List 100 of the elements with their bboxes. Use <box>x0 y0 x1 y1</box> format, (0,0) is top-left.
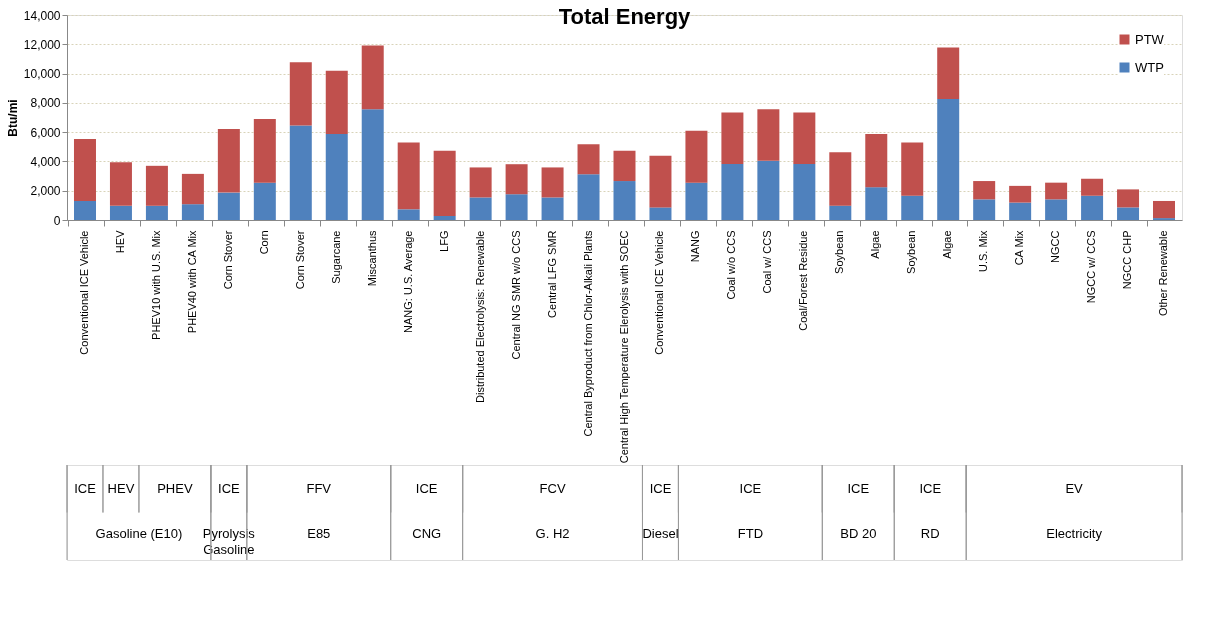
bar <box>685 130 708 183</box>
x-tick-label: Central NG SMR w/o CCS <box>509 230 522 360</box>
text: Pyrolysis Gasoline <box>202 525 256 557</box>
x-tick-label: Coal w/o CCS <box>725 230 738 300</box>
text: ICE <box>739 480 762 496</box>
bar <box>973 181 996 200</box>
bar <box>757 160 780 220</box>
bar <box>541 167 564 198</box>
text: BD 20 <box>840 525 877 541</box>
bar <box>433 150 456 216</box>
x-tick-label: Algae <box>869 230 882 259</box>
text: ICE <box>847 480 870 496</box>
bar <box>109 162 132 206</box>
text: EV <box>1065 480 1084 496</box>
text: ICE <box>415 480 438 496</box>
bar <box>757 109 780 161</box>
bar <box>325 70 348 134</box>
x-tick-label: NANG <box>689 230 702 263</box>
bar <box>1045 182 1068 200</box>
y-tick-label: 4,000 <box>30 154 61 169</box>
bar <box>1153 200 1176 219</box>
bar <box>1009 202 1032 220</box>
text: Electricity <box>1046 525 1103 541</box>
x-tick-label: Coal w/ CCS <box>761 230 774 294</box>
x-tick-label: Conventional ICE Vehicle <box>653 230 666 355</box>
x-tick-label: Corn <box>257 230 270 255</box>
bar <box>721 163 744 220</box>
x-tick-label: Corn Stover <box>293 230 306 290</box>
bar <box>829 205 852 220</box>
bar <box>613 150 636 182</box>
text: Diesel <box>642 525 679 541</box>
x-tick-label: NGCC <box>1049 230 1062 263</box>
x-tick-label: NGCC w/ CCS <box>1085 230 1098 304</box>
text: Gasoline (E10) <box>95 525 183 541</box>
bar <box>685 182 708 220</box>
bar <box>217 192 240 220</box>
legend-label: PTW <box>1135 31 1165 47</box>
bar <box>289 62 312 126</box>
bar <box>793 163 816 220</box>
legend-label: WTP <box>1135 59 1164 75</box>
bar <box>937 47 960 100</box>
bar <box>649 207 672 220</box>
bar <box>145 205 168 220</box>
y-tick-label: 14,000 <box>23 8 61 23</box>
x-tick-label: Coal/Forest Residue <box>797 230 810 331</box>
bar <box>901 195 924 220</box>
bar <box>1081 195 1104 220</box>
bar <box>361 109 384 220</box>
bar <box>1081 178 1104 196</box>
x-tick-label: Central High Temperature Elerolysis with SOEC <box>617 230 630 464</box>
bar <box>397 209 420 220</box>
y-axis-title: Btu/mi <box>5 99 20 137</box>
bar <box>73 200 96 220</box>
x-tick-label: PHEV10 with U.S. Mix <box>149 230 162 340</box>
x-tick-label: Sugarcane <box>329 230 342 284</box>
x-tick-label: CA Mix <box>1013 230 1026 266</box>
bar <box>217 129 240 193</box>
text: ICE <box>919 480 942 496</box>
x-tick-label: Conventional ICE Vehicle <box>77 230 90 355</box>
y-tick-label: 10,000 <box>23 67 61 82</box>
x-tick-label: HEV <box>113 229 126 254</box>
bar <box>181 173 204 205</box>
bar <box>1045 199 1068 220</box>
bar <box>1117 207 1140 220</box>
text: RD <box>920 525 940 541</box>
text: FFV <box>306 480 332 496</box>
bar <box>289 125 312 220</box>
bar <box>469 197 492 220</box>
x-tick-label: Algae <box>941 230 954 259</box>
y-tick-label: 2,000 <box>30 184 61 199</box>
x-tick-label: PHEV40 with CA Mix <box>185 230 198 334</box>
bar <box>901 142 924 196</box>
text: ICE <box>218 480 241 496</box>
x-tick-label: Other Renewable <box>1157 230 1170 317</box>
bar <box>145 165 168 206</box>
x-tick-label: Central Byproduct from Chlor-Alkali Plants <box>581 230 594 437</box>
bar <box>829 152 852 206</box>
bar <box>1117 189 1140 208</box>
y-tick-label: 12,000 <box>23 37 61 52</box>
bar <box>1009 185 1032 203</box>
x-tick-label: Distributed Electrolysis: Renewable <box>473 230 486 403</box>
text: G. H2 <box>535 525 570 541</box>
bar <box>613 181 636 220</box>
bar <box>541 197 564 220</box>
bar <box>469 167 492 198</box>
bar <box>181 204 204 220</box>
bar <box>577 174 600 220</box>
text: PHEV <box>157 480 193 496</box>
x-tick-label: NANG: U.S. Average <box>401 230 414 334</box>
x-tick-label: Soybean <box>833 230 846 274</box>
y-tick-label: 8,000 <box>30 96 61 111</box>
text: FCV <box>539 480 566 496</box>
y-tick-label: 0 <box>53 213 61 228</box>
x-tick-label: Soybean <box>905 230 918 274</box>
text: HEV <box>107 480 135 496</box>
text: ICE <box>74 480 97 496</box>
x-tick-label: U.S. Mix <box>977 230 990 273</box>
bar <box>397 142 420 210</box>
bar <box>505 194 528 220</box>
bar <box>721 112 744 164</box>
